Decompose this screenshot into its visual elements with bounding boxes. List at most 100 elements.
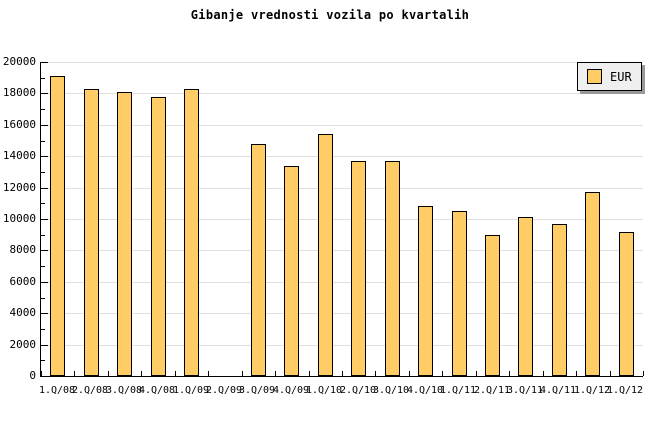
legend-label-eur: EUR: [610, 69, 632, 84]
y-major-tick: [41, 344, 48, 346]
bar-4.Q/11: [552, 224, 567, 376]
gridline-20000: [41, 62, 643, 63]
gridline-2000: [41, 344, 643, 346]
bar-3.Q/09: [251, 144, 266, 376]
y-tick-label: 20000: [2, 55, 36, 68]
x-tick-label: 1.Q/08: [38, 385, 76, 396]
bar-2.Q/10: [351, 161, 366, 376]
x-tick-label: 4.Q/09: [272, 385, 310, 396]
x-tick: [242, 371, 243, 376]
bar-4.Q/09: [284, 166, 299, 376]
x-tick-label: 2.Q/11: [473, 385, 511, 396]
x-tick: [41, 371, 42, 376]
x-tick-label: 4.Q/11: [539, 385, 577, 396]
bar-4.Q/08: [151, 97, 166, 376]
y-major-tick: [41, 250, 48, 252]
x-tick: [342, 371, 343, 376]
y-tick-label: 18000: [2, 86, 36, 99]
x-tick: [610, 371, 611, 376]
y-tick-label: 10000: [2, 212, 36, 225]
legend: EUR: [577, 62, 642, 91]
bar-1.Q/12: [585, 192, 600, 376]
bar-1.Q/10: [318, 134, 333, 376]
y-tick-label: 2000: [9, 338, 37, 351]
x-tick: [208, 371, 209, 376]
x-tick: [275, 371, 276, 376]
gridline-16000: [41, 124, 643, 126]
x-tick: [643, 371, 644, 376]
x-tick-label: 1.Q/12: [606, 385, 644, 396]
y-major-tick: [41, 93, 48, 95]
y-minor-tick: [41, 140, 45, 142]
y-tick-label: 8000: [9, 243, 37, 256]
y-minor-tick: [41, 203, 45, 205]
x-tick-label: 3.Q/10: [372, 385, 410, 396]
bar-2.Q/08: [84, 89, 99, 376]
gridline-12000: [41, 187, 643, 189]
y-minor-tick: [41, 234, 45, 236]
y-minor-tick: [41, 77, 45, 79]
plot-area: [40, 62, 644, 377]
legend-swatch-eur: [587, 69, 602, 84]
bar-1.Q/11: [452, 211, 467, 376]
bar-3.Q/10: [385, 161, 400, 376]
x-tick: [309, 371, 310, 376]
y-minor-tick: [41, 360, 45, 362]
gridline-8000: [41, 250, 643, 252]
y-tick-label: 0: [29, 369, 36, 382]
x-tick: [576, 371, 577, 376]
y-major-tick: [41, 281, 48, 283]
gridline-6000: [41, 281, 643, 283]
bar-3.Q/11: [518, 217, 533, 376]
x-tick: [108, 371, 109, 376]
y-tick-label: 14000: [2, 149, 36, 162]
x-tick-label: 1.Q/11: [439, 385, 477, 396]
x-tick-label: 2.Q/09: [205, 385, 243, 396]
y-major-tick: [41, 124, 48, 126]
x-tick: [409, 371, 410, 376]
gridline-14000: [41, 156, 643, 158]
x-tick: [141, 371, 142, 376]
y-major-tick: [41, 313, 48, 315]
y-major-tick: [41, 156, 48, 158]
bar-1.Q/09: [184, 89, 199, 376]
y-tick-label: 4000: [9, 306, 37, 319]
bar-1.Q/08: [50, 76, 65, 376]
x-tick: [543, 371, 544, 376]
x-tick: [442, 371, 443, 376]
bar-2.Q/11: [485, 235, 500, 376]
x-tick: [74, 371, 75, 376]
x-tick: [175, 371, 176, 376]
y-major-tick: [41, 62, 48, 63]
y-minor-tick: [41, 328, 45, 330]
x-tick-label: 2.Q/10: [339, 385, 377, 396]
y-major-tick: [41, 376, 48, 377]
x-tick-label: 1.Q/12: [573, 385, 611, 396]
y-tick-label: 16000: [2, 118, 36, 131]
x-tick-label: 3.Q/11: [506, 385, 544, 396]
y-major-tick: [41, 219, 48, 220]
x-tick-label: 3.Q/08: [105, 385, 143, 396]
y-minor-tick: [41, 266, 45, 268]
x-tick-label: 2.Q/08: [71, 385, 109, 396]
x-tick-label: 4.Q/08: [138, 385, 176, 396]
y-tick-label: 12000: [2, 181, 36, 194]
bar-4.Q/10: [418, 206, 433, 376]
x-tick: [509, 371, 510, 376]
y-major-tick: [41, 187, 48, 189]
gridline-18000: [41, 93, 643, 95]
chart-title: Gibanje vrednosti vozila po kvartalih: [190, 8, 470, 22]
y-minor-tick: [41, 297, 45, 299]
x-tick-label: 1.Q/09: [172, 385, 210, 396]
x-tick-label: 4.Q/10: [406, 385, 444, 396]
bar-1.Q/12: [619, 232, 634, 376]
y-tick-label: 6000: [9, 275, 37, 288]
bar-3.Q/08: [117, 92, 132, 376]
y-minor-tick: [41, 171, 45, 173]
x-tick: [375, 371, 376, 376]
gridline-4000: [41, 313, 643, 315]
x-tick-label: 1.Q/10: [305, 385, 343, 396]
y-minor-tick: [41, 109, 45, 111]
x-tick: [476, 371, 477, 376]
